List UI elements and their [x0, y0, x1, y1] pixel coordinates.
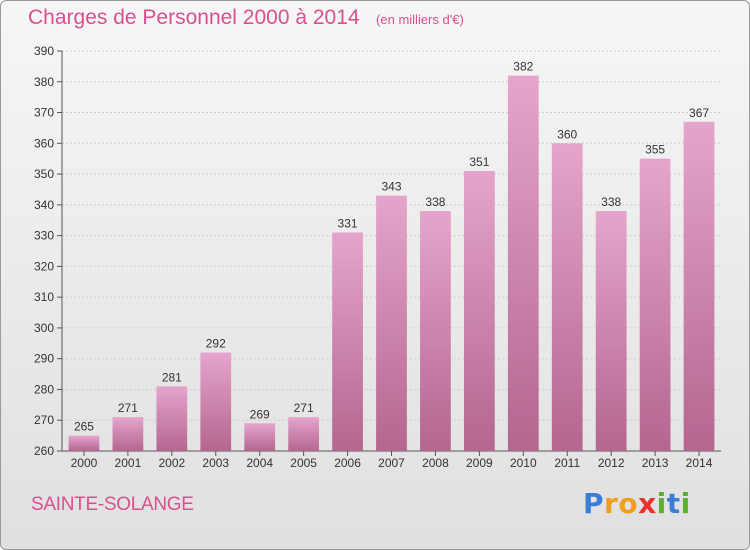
- bar: [420, 211, 451, 451]
- data-label: 367: [689, 106, 709, 120]
- bar: [112, 417, 144, 451]
- city-name: SAINTE-SOLANGE: [31, 494, 194, 515]
- data-label: 338: [425, 195, 445, 209]
- y-tick-label: 360: [34, 136, 54, 150]
- y-tick-label: 350: [34, 167, 54, 181]
- bar: [332, 232, 363, 451]
- y-tick-label: 320: [34, 259, 54, 273]
- logo-letter: r: [604, 487, 619, 520]
- y-tick-label: 340: [34, 198, 54, 212]
- x-tick-label: 2006: [334, 456, 361, 470]
- y-tick-label: 330: [34, 229, 54, 243]
- data-label: 338: [601, 195, 621, 209]
- y-tick-label: 370: [34, 106, 54, 120]
- data-label: 271: [294, 401, 314, 415]
- bar: [639, 158, 671, 451]
- data-label: 281: [162, 370, 182, 384]
- x-tick-label: 2010: [510, 456, 537, 470]
- chart-title: Charges de Personnel 2000 à 2014: [28, 6, 360, 29]
- x-tick-label: 2005: [290, 456, 317, 470]
- x-tick-label: 2003: [202, 456, 229, 470]
- x-tick-label: 2000: [71, 456, 98, 470]
- y-tick-label: 310: [34, 290, 54, 304]
- x-tick-label: 2012: [598, 456, 625, 470]
- x-tick-label: 2008: [422, 456, 449, 470]
- data-label: 343: [381, 180, 401, 194]
- chart-unit: (en milliers d'€): [376, 12, 464, 27]
- logo-letter: t: [666, 487, 681, 520]
- x-tick-label: 2002: [158, 456, 185, 470]
- logo-letter: P: [583, 487, 605, 520]
- x-tick-label: 2014: [686, 456, 713, 470]
- data-label: 265: [74, 420, 94, 434]
- bar: [551, 143, 583, 452]
- chart-header: Charges de Personnel 2000 à 2014 (en mil…: [28, 6, 464, 30]
- data-label: 382: [513, 60, 533, 74]
- bars: [68, 75, 715, 452]
- x-tick-label: 2009: [466, 456, 493, 470]
- data-label: 292: [206, 337, 226, 351]
- proxiti-logo: Proxiti: [583, 487, 691, 520]
- logo-letter: i: [680, 487, 691, 520]
- y-tick-label: 280: [34, 382, 54, 396]
- y-tick-label: 290: [34, 352, 54, 366]
- data-label: 331: [338, 217, 358, 231]
- bar: [200, 352, 232, 451]
- y-tick-label: 300: [34, 321, 54, 335]
- labels: 260 270 280 290 300 310 320 330 340 350 360 370 380 3…: [34, 44, 713, 470]
- y-tick-label: 390: [34, 44, 54, 58]
- x-tick-label: 2011: [554, 456, 580, 470]
- x-tick-label: 2001: [115, 456, 142, 470]
- bar: [244, 423, 276, 451]
- data-label: 355: [645, 143, 665, 157]
- y-tick-label: 270: [34, 413, 54, 427]
- bar: [376, 195, 407, 451]
- logo-letter: o: [618, 487, 639, 520]
- data-label: 271: [118, 401, 138, 415]
- bar: [595, 211, 627, 451]
- data-label: 351: [469, 155, 489, 169]
- y-tick-label: 380: [34, 75, 54, 89]
- bar: [156, 386, 188, 451]
- logo-letter: x: [638, 487, 657, 520]
- logo-letter: i: [656, 487, 667, 520]
- x-tick-label: 2007: [378, 456, 405, 470]
- bar: [288, 417, 320, 451]
- x-tick-label: 2004: [246, 456, 273, 470]
- data-label: 360: [557, 127, 577, 141]
- data-label: 269: [250, 407, 270, 421]
- bar: [68, 435, 100, 451]
- bar: [683, 121, 715, 452]
- bar: [463, 171, 495, 451]
- x-tick-label: 2013: [642, 456, 669, 470]
- y-tick-label: 260: [34, 444, 54, 458]
- bar: [507, 75, 539, 451]
